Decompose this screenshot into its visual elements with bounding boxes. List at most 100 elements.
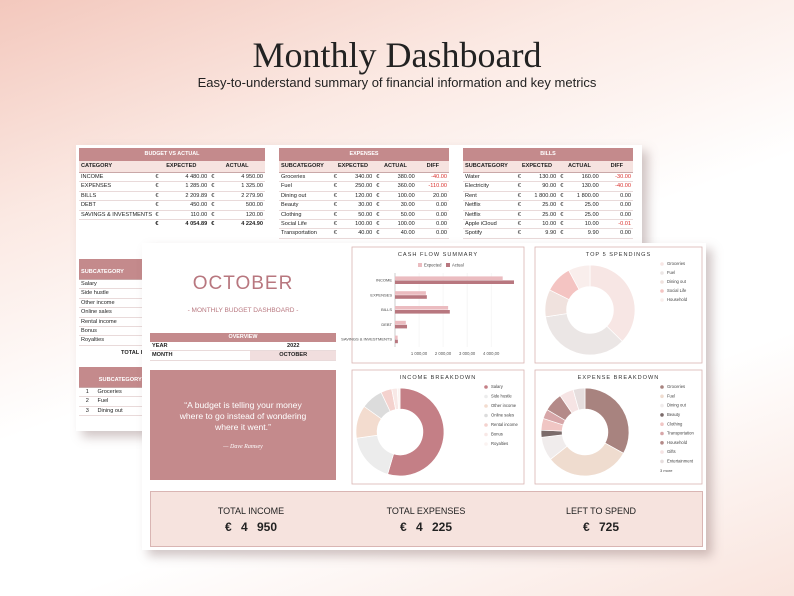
- table-row: Rent €1 800.00 €1 800.00 0.00: [463, 192, 633, 202]
- table-total-row: €4 054.89 €4 224.90: [79, 220, 265, 228]
- table-row: Groceries €340.00 €380.00 -40.00: [279, 173, 449, 183]
- cell: Royalties: [81, 337, 105, 344]
- total-label: TOTAL INCOME: [217, 506, 285, 516]
- table-row: Water €130.00 €160.00 -30.00: [463, 173, 633, 183]
- legend-dot: [484, 404, 488, 408]
- amount: 340.00: [355, 174, 373, 180]
- currency: €: [517, 230, 521, 237]
- chart-title: EXPENSE BREAKDOWN: [578, 375, 660, 381]
- cell: 0.00: [436, 220, 447, 227]
- currency: €: [333, 202, 337, 209]
- table-row: Royalties: [79, 336, 145, 346]
- table-title: BILLS: [463, 148, 633, 161]
- amount: 10.00: [584, 220, 599, 227]
- legend-label: Expected: [424, 263, 442, 268]
- month-heading: OCTOBER: [192, 273, 294, 294]
- cell: Netflix: [465, 202, 481, 209]
- amount: 25.00: [584, 202, 599, 209]
- currency: €: [155, 202, 159, 209]
- amount: 130.00: [539, 174, 557, 180]
- currency: €: [582, 520, 590, 534]
- chart-title: INCOME BREAKDOWN: [400, 375, 477, 381]
- total-value: € 4 950: [181, 520, 321, 534]
- amount: 4 224.90: [241, 220, 263, 227]
- cell: 0.00: [620, 202, 631, 209]
- legend-dot: [660, 385, 664, 389]
- legend-dot: [660, 431, 664, 436]
- cell: -30.00: [615, 174, 631, 180]
- cell: -40.00: [431, 174, 447, 180]
- table-row: DEBT €450.00 €500.00: [79, 201, 265, 211]
- title: Monthly Dashboard: [252, 35, 542, 75]
- table-row: Beauty €30.00 €30.00 0.00: [279, 201, 449, 211]
- money-cell: €450.00: [153, 201, 209, 209]
- total-label: TOTAL EXPENSES: [386, 506, 466, 516]
- bar: [395, 276, 503, 280]
- money-cell: €1 800.00: [516, 192, 559, 200]
- currency: €: [560, 230, 564, 237]
- table-row: Clothing €50.00 €50.00 0.00: [279, 211, 449, 220]
- donut-slice: [396, 387, 401, 410]
- column-header: ACTUAL: [567, 163, 591, 169]
- legend-dot: [484, 385, 488, 389]
- cell: Groceries: [97, 389, 122, 395]
- money-cell: €30.00: [374, 201, 417, 209]
- money-cell: €130.00: [558, 182, 601, 190]
- cell: 0.00: [436, 230, 447, 237]
- currency: €: [560, 211, 564, 218]
- quote-box: “A budget is telling your money where to…: [150, 370, 336, 480]
- legend-dot: [660, 403, 664, 408]
- amount: 120.00: [245, 211, 263, 218]
- money-cell: €30.00: [332, 201, 375, 209]
- chart-panel: [351, 246, 525, 364]
- table-title: OVERVIEW: [150, 333, 336, 342]
- money-cell: €4 224.90: [209, 220, 265, 228]
- y-tick-label: SAVINGS & INVESTMENTS: [341, 337, 392, 342]
- table-row: Social Life €100.00 €100.00 0.00: [279, 220, 449, 230]
- legend-label: Groceries: [667, 384, 685, 389]
- money-cell: €4 950.00: [209, 173, 265, 181]
- total-amount: 4 225: [416, 520, 453, 534]
- money-cell: €2 209.89: [153, 192, 209, 200]
- total-label: LEFT TO SPEND: [565, 506, 637, 516]
- money-cell: €9.90: [558, 229, 601, 237]
- money-cell: €10.00: [516, 220, 559, 228]
- bar: [395, 310, 450, 314]
- legend-label: Groceries: [667, 261, 685, 266]
- cell: Dining out: [281, 192, 307, 199]
- y-tick-label: DEBT: [381, 322, 392, 327]
- cell: Fuel: [97, 398, 109, 405]
- legend-dot: [484, 394, 488, 399]
- legend-label: Household: [667, 440, 688, 445]
- cell: Rental income: [81, 318, 117, 325]
- table-row: Transportation €40.00 €40.00 0.00: [279, 229, 449, 239]
- amount: 40.00: [400, 230, 415, 237]
- legend-swatch: [446, 263, 450, 267]
- money-cell: €25.00: [558, 201, 601, 209]
- donut-slice: [589, 264, 636, 342]
- amount: 30.00: [400, 202, 415, 209]
- bar: [395, 335, 398, 340]
- column-header: SUBCATEGORY: [465, 163, 508, 169]
- legend-dot: [660, 289, 664, 293]
- amount: 380.00: [397, 174, 415, 180]
- cell: 0.00: [620, 192, 631, 199]
- amount: 50.00: [358, 211, 373, 218]
- chart-title: CASH FLOW SUMMARY: [398, 252, 478, 258]
- cell: Electricity: [465, 183, 489, 190]
- cell: Water: [465, 174, 480, 180]
- cell: BILLS: [81, 192, 97, 199]
- table-header: CATEGORY EXPECTED ACTUAL: [79, 161, 265, 173]
- money-cell: €100.00: [332, 220, 375, 228]
- currency: €: [517, 183, 521, 190]
- currency: €: [376, 211, 380, 218]
- table-title: EXPENSES: [279, 148, 449, 161]
- table-row: Online sales: [79, 308, 145, 318]
- money-cell: €50.00: [332, 211, 375, 219]
- table-row: Fuel €250.00 €360.00 -110.00: [279, 182, 449, 192]
- amount: 500.00: [245, 202, 263, 209]
- currency: €: [211, 220, 215, 227]
- table: SUBCATEGORY 1 Groceries 2 Fuel 3 Dining out: [79, 367, 145, 417]
- currency: €: [517, 202, 521, 209]
- table-row: Apple iCloud €10.00 €10.00 -0.01: [463, 220, 633, 230]
